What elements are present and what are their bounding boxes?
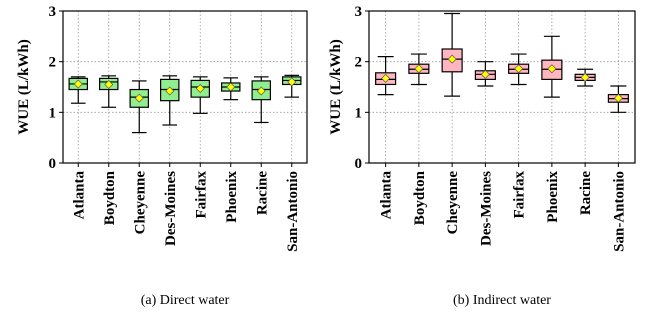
- box-atlanta: [375, 55, 397, 96]
- y-tick-label: 2: [49, 55, 57, 71]
- chart-panel-a: 0 1 2 3 Atlanta Boydton Cheyenne Des-Moines Fair…: [16, 4, 308, 308]
- plot-frame: [62, 10, 308, 164]
- mean-marker: [165, 86, 175, 96]
- figure-caption: (a) Direct water: [141, 293, 230, 308]
- x-tick-label: Boydton: [102, 170, 118, 225]
- x-tick-label: San-Antonio: [611, 171, 627, 252]
- box-racine: [574, 68, 596, 87]
- y-tick-label: 0: [49, 156, 57, 172]
- box-racine: [251, 76, 272, 124]
- x-tick-label: Phoenix: [545, 171, 561, 223]
- x-tick-label: Cheyenne: [445, 171, 461, 235]
- box-atlanta: [68, 76, 88, 104]
- x-tick-label: San-Antonio: [285, 171, 301, 252]
- box-fairfax: [508, 53, 530, 86]
- x-tick-label: Des-Moines: [478, 171, 494, 246]
- box-boydton: [98, 75, 119, 108]
- x-tick-label: Racine: [578, 171, 594, 216]
- y-tick-label: 3: [49, 4, 57, 20]
- y-axis-label: WUE (L/kWh): [328, 39, 344, 134]
- mean-marker: [514, 64, 524, 74]
- y-tick-label: 1: [49, 105, 57, 121]
- plot-frame: [368, 10, 636, 164]
- x-tick-label: Cheyenne: [132, 171, 148, 235]
- mean-marker: [381, 73, 391, 83]
- mean-marker: [580, 72, 590, 82]
- y-axis-label: WUE (L/kWh): [16, 39, 32, 134]
- mean-marker: [256, 86, 266, 96]
- box-san-antonio: [282, 74, 302, 98]
- box-phoenix: [221, 77, 241, 101]
- box-boydton: [408, 53, 430, 86]
- x-tick-label: Atlanta: [379, 171, 395, 220]
- y-tick-label: 1: [355, 105, 363, 121]
- x-tick-label: Phoenix: [224, 171, 240, 223]
- mean-marker: [447, 54, 457, 64]
- y-tick-label: 3: [355, 4, 363, 20]
- chart-panel-b: 0 1 2 3 Atlanta Boydton Cheyenne Des-Moines Fair…: [328, 4, 636, 308]
- mean-marker: [73, 79, 83, 89]
- x-tick-label: Fairfax: [193, 171, 209, 219]
- y-tick-label: 0: [355, 156, 363, 172]
- x-tick-label: Racine: [254, 171, 270, 216]
- box-des-moines: [474, 61, 496, 87]
- x-tick-label: Atlanta: [71, 171, 87, 220]
- box-des-moines: [160, 75, 180, 126]
- box-cheyenne: [129, 80, 150, 134]
- mean-marker: [134, 93, 144, 103]
- mean-marker: [195, 84, 205, 94]
- mean-marker: [414, 64, 424, 74]
- box-san-antonio: [607, 85, 629, 113]
- box-cheyenne: [441, 12, 463, 97]
- x-tick-label: Des-Moines: [163, 171, 179, 246]
- mean-marker: [226, 82, 236, 92]
- x-tick-label: Boydton: [412, 170, 428, 225]
- figure-caption: (b) Indirect water: [453, 293, 551, 308]
- mean-marker: [480, 69, 490, 79]
- mean-marker: [104, 79, 114, 89]
- y-tick-label: 2: [355, 55, 363, 71]
- box-fairfax: [190, 76, 211, 114]
- mean-marker: [613, 93, 623, 103]
- mean-marker: [547, 64, 557, 74]
- box-phoenix: [541, 35, 563, 98]
- x-tick-label: Fairfax: [512, 171, 528, 219]
- mean-marker: [287, 77, 297, 87]
